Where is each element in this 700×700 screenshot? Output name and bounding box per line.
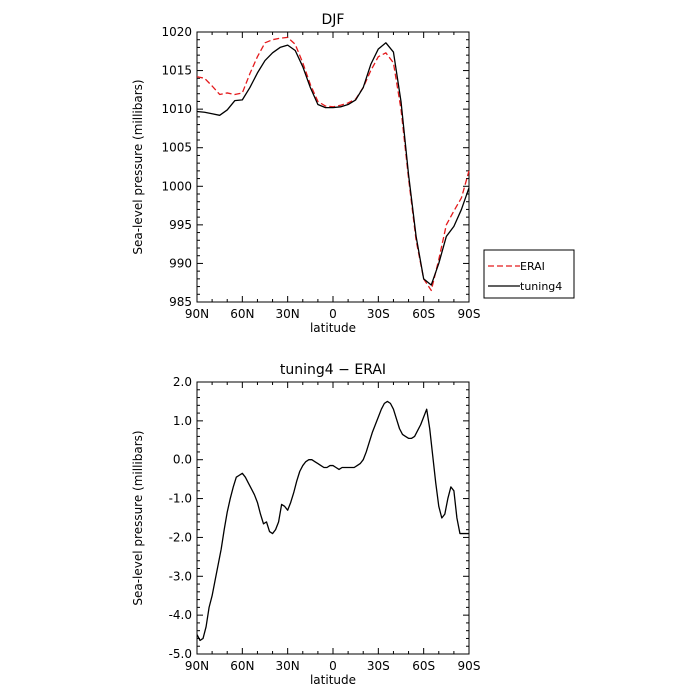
x-tick-label: 60S <box>412 307 435 321</box>
y-axis-label: Sea-level pressure (millibars) <box>131 79 145 254</box>
y-tick-label: 1.0 <box>173 414 192 428</box>
y-tick-label: 1005 <box>161 141 192 155</box>
x-tick-label: 60N <box>230 307 254 321</box>
y-tick-label: 990 <box>169 256 192 270</box>
y-tick-label: 1010 <box>161 102 192 116</box>
x-tick-label: 90N <box>185 307 209 321</box>
x-tick-label: 30S <box>367 307 390 321</box>
series-line-tuning4 <box>196 42 470 286</box>
chart-panel-1: DJF 90N 60N 30N 0 30S 60S 90S 1020 1015 1010 1005 10… <box>131 12 575 335</box>
x-tick-label: 0 <box>329 307 337 321</box>
y-tick-label: -2.0 <box>169 530 192 544</box>
x-tick-label: 30N <box>276 307 300 321</box>
y-tick-label: 995 <box>169 218 192 232</box>
y-tick-label: -5.0 <box>169 647 192 661</box>
legend-label: ERAI <box>520 260 545 273</box>
legend: ERAI tuning4 <box>483 249 575 299</box>
legend-label: tuning4 <box>520 280 562 293</box>
y-tick-label: -1.0 <box>169 492 192 506</box>
x-tick-label: 90N <box>185 659 209 673</box>
chart-title: DJF <box>322 12 345 28</box>
chart-title: tuning4 − ERAI <box>280 362 386 378</box>
y-tick-label: 0.0 <box>173 453 192 467</box>
x-axis-label: latitude <box>310 321 356 335</box>
x-tick-label: 90S <box>458 659 481 673</box>
y-axis-label: Sea-level pressure (millibars) <box>131 430 145 605</box>
x-axis-label: latitude <box>310 673 356 687</box>
plot-frame <box>196 31 470 303</box>
x-tick-label: 60S <box>412 659 435 673</box>
y-tick-label: 2.0 <box>173 375 192 389</box>
x-tick-label: 30N <box>276 659 300 673</box>
series-line-tuning4-erai <box>196 400 469 642</box>
x-tick-label: 60N <box>230 659 254 673</box>
y-tick-label: 985 <box>169 295 192 309</box>
legend-box <box>483 249 575 299</box>
x-tick-label: 30S <box>367 659 390 673</box>
series-line-erai <box>196 36 470 292</box>
y-tick-label: -4.0 <box>169 608 192 622</box>
y-tick-label: -3.0 <box>169 569 192 583</box>
y-tick-label: 1020 <box>161 25 192 39</box>
x-tick-label: 0 <box>329 659 337 673</box>
y-tick-label: 1015 <box>161 64 192 78</box>
y-tick-label: 1000 <box>161 179 192 193</box>
chart-panel-2: tuning4 − ERAI 90N 60N 30N 0 30S 60S 90S 2.0 1.0 0… <box>131 362 480 687</box>
x-tick-label: 90S <box>458 307 481 321</box>
